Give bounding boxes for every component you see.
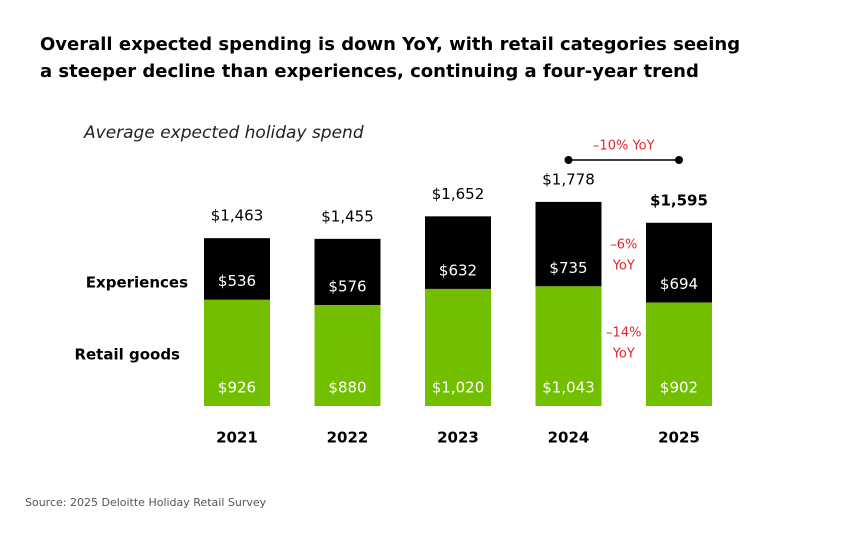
source-note: Source: 2025 Deloitte Holiday Retail Sur… <box>25 496 267 509</box>
bar-segment <box>314 304 381 406</box>
total-label: $1,463 <box>211 207 264 225</box>
bar-segment <box>425 216 491 289</box>
value-label: $536 <box>218 272 256 290</box>
bar-segment <box>425 288 491 406</box>
bar-segment <box>646 222 712 303</box>
bar-segment <box>204 299 270 406</box>
annotation: –14% <box>606 326 641 341</box>
x-tick-label: 2021 <box>216 429 258 447</box>
value-label: $735 <box>549 259 587 277</box>
value-label: $902 <box>660 379 698 397</box>
annotation: –6% <box>610 238 637 253</box>
x-tick-label: 2024 <box>548 429 590 447</box>
value-label: $632 <box>439 261 477 279</box>
chart-title-line: a steeper decline than experiences, cont… <box>40 61 699 82</box>
x-tick-label: 2025 <box>658 429 700 447</box>
legend-label: Experiences <box>86 274 188 292</box>
bar-segment <box>314 238 381 305</box>
chart-title-line: Overall expected spending is down YoY, w… <box>40 34 740 55</box>
value-label: $576 <box>328 277 366 295</box>
bar-segment <box>646 302 712 406</box>
value-label: $880 <box>328 379 366 397</box>
value-label: $926 <box>218 379 256 397</box>
value-label: $1,020 <box>432 379 485 397</box>
total-label: $1,455 <box>321 207 374 225</box>
chart-subtitle: Average expected holiday spend <box>83 123 364 143</box>
bar-segment <box>204 238 270 300</box>
annotation: YoY <box>612 259 635 274</box>
total-label: $1,778 <box>542 170 595 188</box>
annotation-dot <box>564 156 573 164</box>
legend-label: Retail goods <box>74 346 180 364</box>
value-label: $1,043 <box>542 379 595 397</box>
annotation: YoY <box>612 347 635 362</box>
bar-segment <box>535 286 602 406</box>
annotation-dot <box>675 156 683 164</box>
total-label: $1,595 <box>650 191 708 209</box>
total-label: $1,652 <box>432 185 485 203</box>
bar-segment <box>535 201 602 287</box>
x-tick-label: 2022 <box>327 429 369 447</box>
annotation: –10% YoY <box>593 139 655 154</box>
x-tick-label: 2023 <box>437 429 479 447</box>
value-label: $694 <box>660 275 698 293</box>
